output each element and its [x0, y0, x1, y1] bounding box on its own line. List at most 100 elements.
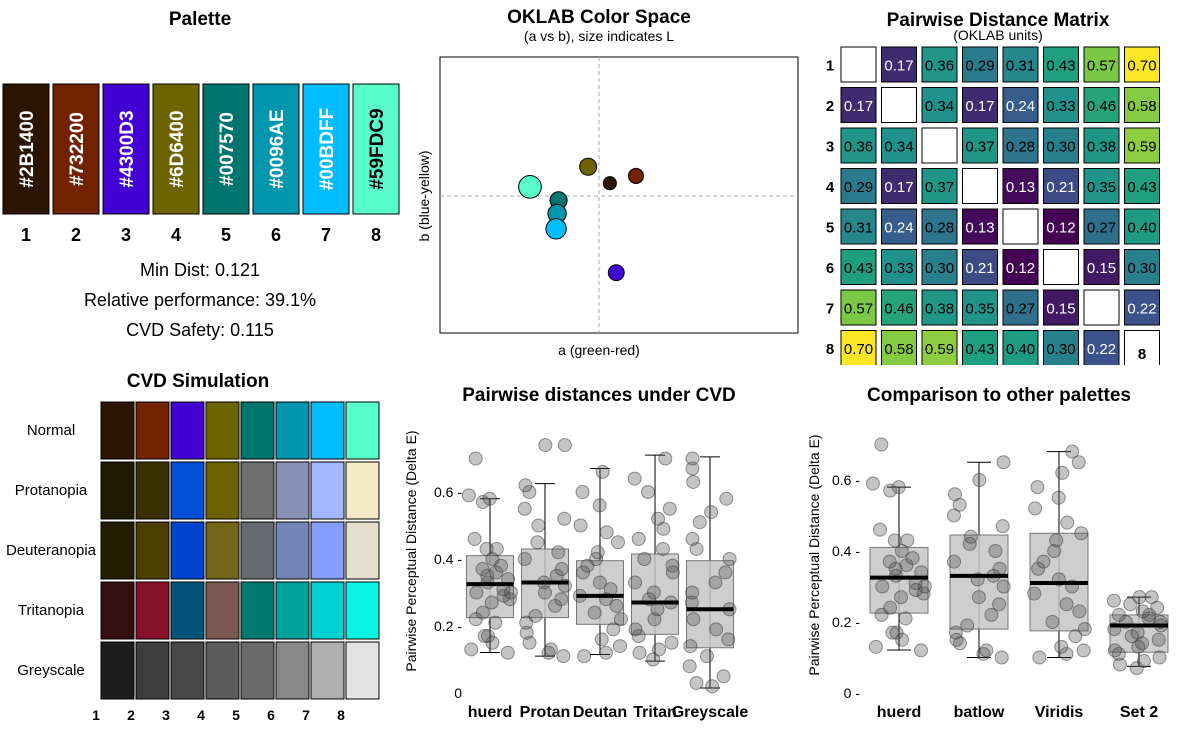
matrix-cell [1002, 249, 1039, 285]
matrix-cell [840, 289, 877, 326]
palette-swatch [252, 83, 300, 215]
boxplot-point [885, 625, 900, 640]
matrix-cell [1083, 249, 1120, 285]
matrix-cell-value: 0.12 [1006, 260, 1035, 277]
boxplot-point [865, 476, 880, 491]
matrix-cell-value: 0.38 [1087, 139, 1116, 156]
boxplot-point [718, 565, 733, 580]
cvd-swatch [100, 521, 135, 580]
matrix-cell-value: 0.22 [1127, 301, 1156, 318]
matrix-cell [1124, 289, 1160, 326]
boxplot-point [874, 437, 889, 452]
boxplot-point [551, 545, 566, 560]
oklab-point [545, 218, 567, 240]
boxplot-point [592, 498, 607, 513]
matrix-cell-value: 0.33 [884, 260, 913, 277]
boxplot-ytick: 0.6 - [434, 484, 462, 500]
boxplot-category-label: huerd [877, 704, 921, 721]
cvd-swatch [100, 401, 135, 460]
boxplot-point [868, 639, 883, 654]
boxplot-title: Pairwise distances under CVD [462, 385, 736, 406]
boxplot-point [519, 625, 534, 640]
oklab-title: OKLAB Color Space [507, 7, 691, 28]
boxplot-point [1028, 501, 1043, 516]
boxplot-point [554, 562, 569, 577]
matrix-cell-value: 0.17 [965, 98, 994, 115]
boxplot-point [606, 622, 621, 637]
oklab-panel: OKLAB Color Space (a vs b), size indicat… [400, 0, 800, 365]
matrix-cell [881, 289, 917, 326]
matrix-cell [1124, 249, 1160, 285]
matrix-cell [881, 87, 917, 123]
matrix-cell-value: 0.59 [1127, 139, 1156, 156]
cvd-swatch [240, 401, 275, 460]
boxplot-ytick: 0 - [844, 685, 861, 701]
matrix-row-label: 8 [826, 341, 834, 358]
boxplot-point [637, 552, 652, 566]
matrix-cell-value: 0.30 [1046, 139, 1075, 156]
boxplot-point [996, 579, 1011, 594]
matrix-cell-value: 0.43 [1127, 179, 1156, 196]
oklab-point [602, 176, 617, 191]
boxplot-point [908, 583, 923, 598]
boxplot-point [1045, 615, 1060, 629]
matrix-cell-value: 0.40 [1006, 341, 1035, 358]
boxplot-point [1047, 544, 1062, 558]
cvd-row-label: Tritanopia [18, 602, 85, 619]
boxplot-point [1059, 597, 1074, 612]
cvd-row-label: Greyscale [17, 662, 85, 679]
oklab-ylabel: b (blue-yellow) [416, 150, 432, 241]
boxplot-point [1051, 490, 1066, 505]
boxplot-point [613, 612, 628, 627]
boxplot-point [595, 464, 610, 479]
cvd-row-label: Normal [27, 422, 75, 439]
matrix-cell-value: 0.43 [965, 341, 994, 358]
cvd-swatch [275, 401, 310, 460]
cvd-swatch [135, 581, 170, 640]
matrix-row-label: 6 [826, 260, 834, 277]
cvd-swatch [345, 521, 380, 580]
matrix-cell [1083, 87, 1120, 123]
matrix-cell [962, 127, 998, 164]
matrix-cell [840, 208, 877, 245]
matrix-cell-value: 0.40 [1127, 220, 1156, 237]
matrix-cell-value: 0.28 [925, 220, 954, 237]
boxplot-category-label: Greyscale [672, 704, 749, 721]
oklab-xlabel: a (green-red) [558, 342, 640, 358]
boxplot-point [664, 635, 679, 650]
boxplot-point [481, 629, 496, 644]
boxplot-ytick: 0 [454, 685, 462, 701]
palette-swatch [2, 83, 50, 215]
boxplot-point [875, 579, 890, 594]
boxplot-category-label: batlow [954, 704, 1005, 721]
palette-panel: Palette #2B1400 1 #732200 2 #4300D3 3 #6D6400 4… [0, 0, 400, 350]
matrix-cell [1002, 46, 1039, 83]
boxplot-point [628, 622, 643, 637]
boxplot-point [685, 531, 700, 546]
boxplot-point [484, 595, 499, 610]
boxplot-point [949, 632, 964, 647]
palette-swatch [152, 83, 200, 215]
boxplot-point [889, 625, 904, 640]
boxplot-point [984, 607, 999, 622]
matrix-cell-value: 0.37 [925, 179, 954, 196]
cvd-swatch [135, 401, 170, 460]
boxplot-ytick: 0.6 - [832, 472, 860, 488]
boxplot-point [1144, 590, 1159, 605]
boxplot-category-label: Tritan [633, 704, 677, 721]
matrix-cell [921, 208, 958, 245]
matrix-cell-value: 0.58 [884, 341, 913, 358]
cvd-swatch [345, 641, 380, 700]
boxplot-point [692, 515, 707, 530]
palette-swatch-number: 3 [121, 225, 131, 245]
palette-swatch-hex: #59FDC9 [367, 108, 388, 189]
boxplot-point [898, 611, 913, 626]
matrix-cell-value: 0.17 [844, 98, 873, 115]
boxplot-point [963, 529, 978, 544]
palette-swatch-number: 8 [371, 225, 381, 245]
cvd-swatch [310, 521, 345, 580]
boxplot-point [708, 575, 723, 590]
boxplot-point [705, 679, 720, 694]
cvd-col-label: 4 [197, 707, 205, 723]
boxplot-point [996, 455, 1011, 470]
